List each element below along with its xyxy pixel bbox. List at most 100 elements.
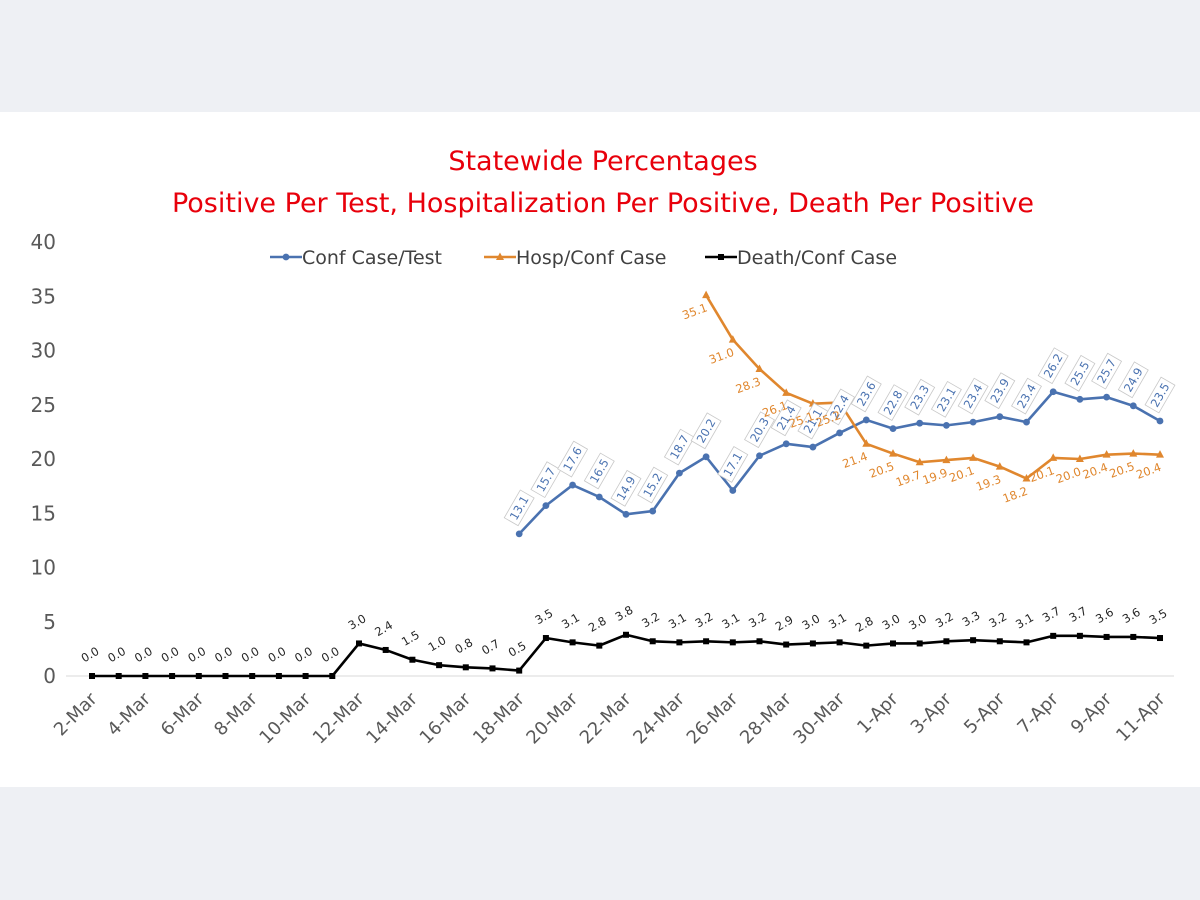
data-point xyxy=(275,673,282,679)
x-tick-label: 7-Apr xyxy=(1013,688,1063,738)
data-point xyxy=(249,673,256,679)
data-point xyxy=(409,656,416,663)
data-label: 3.1 xyxy=(1013,610,1036,631)
data-point xyxy=(862,439,871,447)
data-label: 18.2 xyxy=(1001,484,1030,506)
data-label: 13.1 xyxy=(503,489,535,527)
data-point xyxy=(969,453,978,461)
data-label: 3.1 xyxy=(559,610,582,631)
data-point xyxy=(889,449,897,457)
data-point xyxy=(1075,454,1084,462)
data-label: 3.1 xyxy=(826,610,849,631)
data-point xyxy=(142,673,149,679)
data-point xyxy=(1102,450,1111,458)
data-point xyxy=(1022,474,1031,482)
data-label: 3.5 xyxy=(1147,606,1170,627)
data-label: 28.3 xyxy=(734,374,763,396)
data-point xyxy=(1076,395,1084,403)
data-point xyxy=(676,469,683,477)
y-tick-label: 15 xyxy=(31,501,56,525)
data-point xyxy=(969,418,977,426)
y-tick-label: 5 xyxy=(43,610,56,634)
data-label: 3.0 xyxy=(799,611,822,632)
data-labels: 13.115.717.6 16.514.9 15.218.720.217.120.3… xyxy=(79,300,1176,665)
y-tick-label: 40 xyxy=(31,230,56,254)
data-point xyxy=(756,638,763,645)
data-point xyxy=(702,290,711,299)
chart-subtitle: Positive Per Test, Hospitalization Per P… xyxy=(172,188,1034,219)
plot-area xyxy=(89,290,1164,679)
data-label: 15.2 xyxy=(637,466,669,504)
data-point xyxy=(1129,449,1138,457)
x-tick-label: 28-Mar xyxy=(736,688,796,748)
data-point xyxy=(516,667,523,674)
data-point xyxy=(782,440,790,448)
data-label: 20.5 xyxy=(867,459,896,481)
line-chart: Statewide Percentages Positive Per Test,… xyxy=(31,146,1176,748)
data-point xyxy=(89,673,95,679)
data-point xyxy=(569,481,576,489)
x-tick-label: 8-Mar xyxy=(210,688,262,740)
data-label: 15.7 xyxy=(530,461,562,499)
data-label: 20.4 xyxy=(1134,460,1163,482)
data-label: 20.1 xyxy=(947,463,976,485)
data-label: 3.7 xyxy=(1040,604,1063,625)
data-label: 23.5 xyxy=(1144,376,1176,414)
x-tick-label: 2-Mar xyxy=(50,688,102,740)
data-label: 3.2 xyxy=(986,609,1009,630)
data-point xyxy=(169,673,176,679)
data-label: 35.1 xyxy=(680,300,709,322)
x-tick-label: 6-Mar xyxy=(157,688,209,740)
data-point xyxy=(916,419,924,427)
data-label: 19.9 xyxy=(921,465,950,487)
data-point xyxy=(915,457,924,466)
x-tick-label: 20-Mar xyxy=(522,688,582,748)
data-label: 20.5 xyxy=(1108,459,1137,481)
data-point xyxy=(702,453,710,461)
data-point xyxy=(489,665,496,672)
data-label: 20.2 xyxy=(690,412,722,450)
data-label: 23.1 xyxy=(930,380,962,418)
data-point xyxy=(649,507,657,515)
data-point xyxy=(515,530,523,538)
x-tick-label: 5-Apr xyxy=(960,688,1010,738)
legend-marker xyxy=(496,252,504,260)
chart-title: Statewide Percentages xyxy=(448,146,757,177)
data-label: 20.0 xyxy=(1054,464,1083,486)
legend-label: Death/Conf Case xyxy=(737,247,897,269)
data-label: 2.4 xyxy=(372,618,395,639)
data-point xyxy=(862,416,870,424)
x-tick-label: 3-Apr xyxy=(907,688,957,738)
data-label: 0.0 xyxy=(212,644,235,665)
data-label: 0.0 xyxy=(292,644,315,665)
data-label: 3.0 xyxy=(346,611,369,632)
x-tick-label: 4-Mar xyxy=(103,688,155,740)
data-label: 3.8 xyxy=(613,603,636,624)
x-tick-label: 11-Apr xyxy=(1112,688,1170,746)
data-label: 0.0 xyxy=(159,644,182,665)
data-point xyxy=(329,673,336,679)
axes: 0 5 10 15 20 25 30 35 40 2-Mar 4-Mar 6-Mar 8-Mar10-M… xyxy=(31,230,1174,748)
x-tick-label: 9-Apr xyxy=(1067,688,1117,738)
data-point xyxy=(809,443,817,451)
data-point xyxy=(1050,632,1057,639)
data-label: 18.7 xyxy=(663,428,695,466)
data-point xyxy=(1103,393,1110,401)
data-label: 20.1 xyxy=(1027,463,1056,485)
data-label: 3.0 xyxy=(906,611,929,632)
x-tick-label: 14-Mar xyxy=(362,688,422,748)
data-label: 3.0 xyxy=(880,611,903,632)
x-tick-label: 12-Mar xyxy=(309,688,369,748)
y-tick-label: 0 xyxy=(43,664,56,688)
data-point xyxy=(809,640,816,647)
y-tick-label: 25 xyxy=(31,393,56,417)
data-point xyxy=(995,462,1004,470)
data-label: 20.4 xyxy=(1081,460,1110,482)
data-point xyxy=(1023,418,1030,426)
data-point xyxy=(569,639,576,646)
data-point xyxy=(996,638,1003,645)
data-label: 23.4 xyxy=(957,377,989,415)
data-point xyxy=(863,642,870,649)
data-point xyxy=(1156,450,1164,458)
data-point xyxy=(1049,453,1058,461)
